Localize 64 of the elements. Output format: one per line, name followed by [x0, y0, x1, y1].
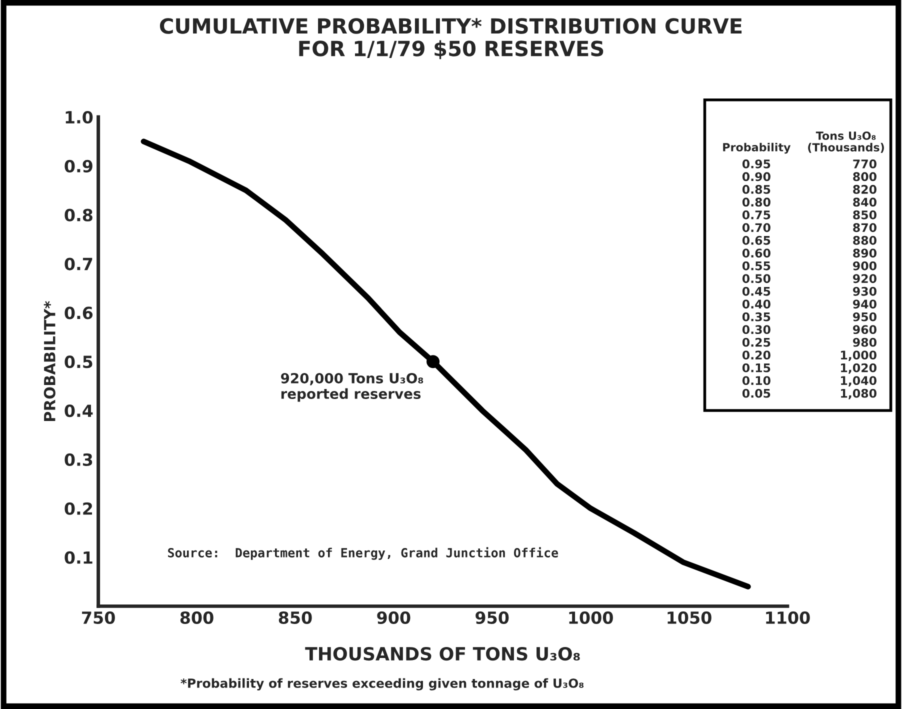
text: 920	[853, 274, 876, 284]
annotation: 0.90	[742, 172, 770, 182]
annotation: 0.80	[742, 198, 770, 207]
text: 840	[853, 198, 876, 207]
chart-title: CUMULATIVE PROBABILITY* DISTRIBUTION CURVE FOR 1/1/79 $50 RESERVES	[160, 18, 742, 60]
x-tick-label: 850	[278, 611, 312, 624]
annotation: 0.10	[742, 376, 770, 386]
text: 930	[853, 286, 876, 296]
text: Tons U₃O₈ (Thousands)	[808, 132, 884, 153]
annotation: 0.30	[742, 325, 770, 334]
annotation: 0.20	[742, 350, 770, 360]
annotation: 0.60	[742, 248, 770, 258]
annotation: 0.65	[742, 236, 770, 245]
annotation: Probability	[723, 142, 791, 154]
x-tick-label: 1000	[569, 611, 613, 624]
text: 880	[853, 236, 876, 245]
annotation: 0.55	[742, 261, 770, 270]
y-tick-label: 0.2	[64, 502, 92, 515]
x-tick-label: 900	[377, 611, 410, 624]
x-axis-title: THOUSANDS OF TONS U₃O₈	[305, 646, 580, 661]
y-tick-label: 0.6	[64, 306, 93, 320]
y-tick-label: 0.9	[64, 160, 92, 172]
y-tick-label: 0.1	[64, 551, 92, 564]
x-tick-label: 950	[476, 611, 509, 624]
annotation: 920,000 Tons U₃O₈ reported reserves	[280, 372, 424, 402]
y-tick-label: 0.8	[64, 208, 92, 222]
text: 800	[853, 172, 876, 182]
y-tick-label: 0.7	[64, 258, 92, 270]
annotation: Source: Department of Energy, Grand Junction Office	[168, 547, 558, 560]
annotation: 0.25	[742, 338, 770, 347]
annotation: 0.85	[742, 184, 770, 194]
annotation: 0.35	[742, 312, 770, 322]
text: 950	[853, 312, 876, 322]
y-axis-title: PROBABILITY*	[44, 301, 56, 422]
text: 900	[853, 261, 876, 270]
x-tick-label: 1050	[668, 611, 712, 624]
annotation: 0.45	[742, 286, 770, 296]
annotation: 0.50	[742, 274, 770, 284]
annotation: 0.95	[742, 159, 770, 168]
text: 1,000	[841, 350, 876, 362]
x-tick-label: 750	[82, 611, 115, 624]
y-tick-label: 0.5	[64, 356, 92, 368]
text: *Probability of reserves exceeding given tonnage of U₃O₈	[180, 678, 584, 690]
annotation: 0.40	[742, 300, 770, 309]
text: 820	[853, 184, 876, 194]
y-tick-label: 0.3	[64, 453, 92, 466]
text: 1,020	[841, 363, 876, 374]
annotation: 0.75	[742, 210, 770, 220]
annotation: 0.15	[742, 363, 770, 372]
x-tick-label: 800	[180, 611, 214, 624]
x-tick-label: 1100	[766, 611, 810, 624]
text: 890	[853, 248, 876, 258]
annotation: 0.70	[742, 223, 770, 232]
text: 960	[853, 325, 876, 334]
text: 940	[853, 300, 876, 309]
text: 1,040	[841, 376, 876, 387]
annotation: 0.05	[742, 388, 770, 398]
y-tick-label: 0.4	[64, 404, 93, 418]
text: 770	[853, 159, 876, 168]
text: 870	[853, 223, 876, 232]
y-tick-label: 1.0	[66, 110, 93, 124]
text: 1,080	[841, 388, 876, 400]
text: 980	[853, 338, 876, 347]
text: 850	[853, 210, 876, 220]
